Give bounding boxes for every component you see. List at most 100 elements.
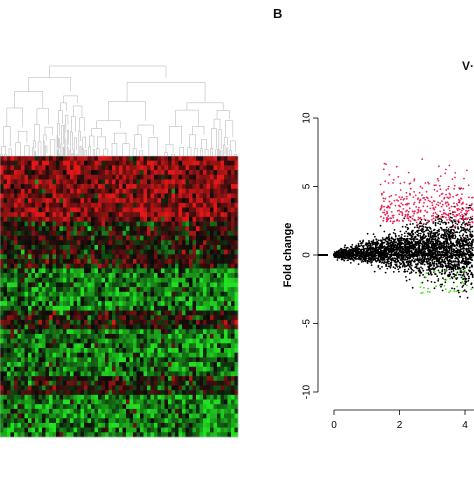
heatmap-cell [165, 320, 169, 325]
heatmap-cell [105, 208, 109, 213]
heatmap-cell [200, 306, 204, 311]
heatmap-cell [172, 217, 176, 222]
heatmap-cell [221, 175, 225, 180]
heatmap-cell [116, 222, 120, 227]
heatmap-cell [70, 315, 74, 320]
heatmap-cell [235, 301, 239, 306]
heatmap-cell [32, 236, 36, 241]
heatmap-cell [200, 250, 204, 255]
heatmap-cell [158, 245, 162, 250]
heatmap-cell [214, 282, 218, 287]
heatmap-cell [140, 231, 144, 236]
heatmap-cell [224, 189, 228, 194]
heatmap-cell [137, 240, 141, 245]
heatmap-cell [25, 385, 29, 390]
heatmap-cell [168, 339, 172, 344]
heatmap-cell [46, 348, 50, 353]
heatmap-cell [32, 193, 36, 198]
heatmap-cell [154, 315, 158, 320]
heatmap-cell [193, 203, 197, 208]
heatmap-cell [88, 362, 92, 367]
heatmap-cell [231, 432, 235, 437]
heatmap-cell [4, 268, 8, 273]
heatmap-cell [144, 240, 148, 245]
heatmap-cell [224, 376, 228, 381]
heatmap-cell [189, 292, 193, 297]
heatmap-cell [231, 301, 235, 306]
heatmap-cell [53, 165, 57, 170]
heatmap-cell [179, 395, 183, 400]
heatmap-cell [147, 193, 151, 198]
heatmap-cell [179, 385, 183, 390]
heatmap-cell [168, 367, 172, 372]
heatmap-cell [32, 212, 36, 217]
heatmap-cell [67, 353, 71, 358]
heatmap-cell [193, 306, 197, 311]
heatmap-cell [4, 245, 8, 250]
heatmap-cell [95, 320, 99, 325]
heatmap-cell [109, 226, 113, 231]
heatmap-cell [21, 193, 25, 198]
heatmap-cell [196, 217, 200, 222]
heatmap-cell [123, 268, 127, 273]
heatmap-cell [214, 306, 218, 311]
heatmap-cell [109, 292, 113, 297]
heatmap-cell [224, 170, 228, 175]
heatmap-cell [60, 179, 64, 184]
heatmap-cell [179, 282, 183, 287]
heatmap-cell [0, 254, 4, 259]
heatmap-cell [49, 339, 53, 344]
heatmap-cell [74, 371, 78, 376]
heatmap-cell [186, 236, 190, 241]
heatmap-cell [221, 348, 225, 353]
heatmap-cell [70, 428, 74, 433]
heatmap-cell [217, 348, 221, 353]
heatmap-cell [70, 404, 74, 409]
heatmap-cell [231, 170, 235, 175]
heatmap-cell [39, 400, 43, 405]
heatmap-cell [77, 311, 81, 316]
heatmap-cell [67, 400, 71, 405]
heatmap-cell [147, 334, 151, 339]
heatmap-cell [102, 311, 106, 316]
heatmap-cell [81, 362, 85, 367]
heatmap-cell [221, 376, 225, 381]
heatmap-cell [105, 292, 109, 297]
heatmap-cell [158, 315, 162, 320]
heatmap-cell [112, 287, 116, 292]
heatmap-cell [189, 259, 193, 264]
heatmap-cell [175, 236, 179, 241]
heatmap-cell [158, 282, 162, 287]
heatmap-cell [189, 297, 193, 302]
heatmap-cell [214, 371, 218, 376]
heatmap-cell [144, 231, 148, 236]
heatmap-cell [154, 212, 158, 217]
heatmap-cell [28, 339, 32, 344]
heatmap-cell [14, 357, 18, 362]
heatmap-cell [224, 203, 228, 208]
heatmap-cell [102, 292, 106, 297]
heatmap-cell [63, 278, 67, 283]
heatmap-cell [39, 390, 43, 395]
heatmap-cell [88, 268, 92, 273]
heatmap-cell [91, 385, 95, 390]
heatmap-cell [214, 156, 218, 161]
heatmap-cell [200, 212, 204, 217]
heatmap-cell [88, 273, 92, 278]
heatmap-cell [46, 418, 50, 423]
heatmap-cell [165, 334, 169, 339]
heatmap-cell [4, 353, 8, 358]
heatmap-cell [109, 311, 113, 316]
heatmap-cell [154, 179, 158, 184]
heatmap-cell [158, 250, 162, 255]
heatmap-cell [11, 432, 15, 437]
heatmap-cell [228, 311, 232, 316]
heatmap-cell [165, 395, 169, 400]
heatmap-cell [119, 240, 123, 245]
heatmap-cell [60, 325, 64, 330]
heatmap-cell [210, 376, 214, 381]
heatmap-cell [119, 367, 123, 372]
heatmap-cell [28, 404, 32, 409]
heatmap-cell [63, 170, 67, 175]
heatmap-cell [28, 208, 32, 213]
